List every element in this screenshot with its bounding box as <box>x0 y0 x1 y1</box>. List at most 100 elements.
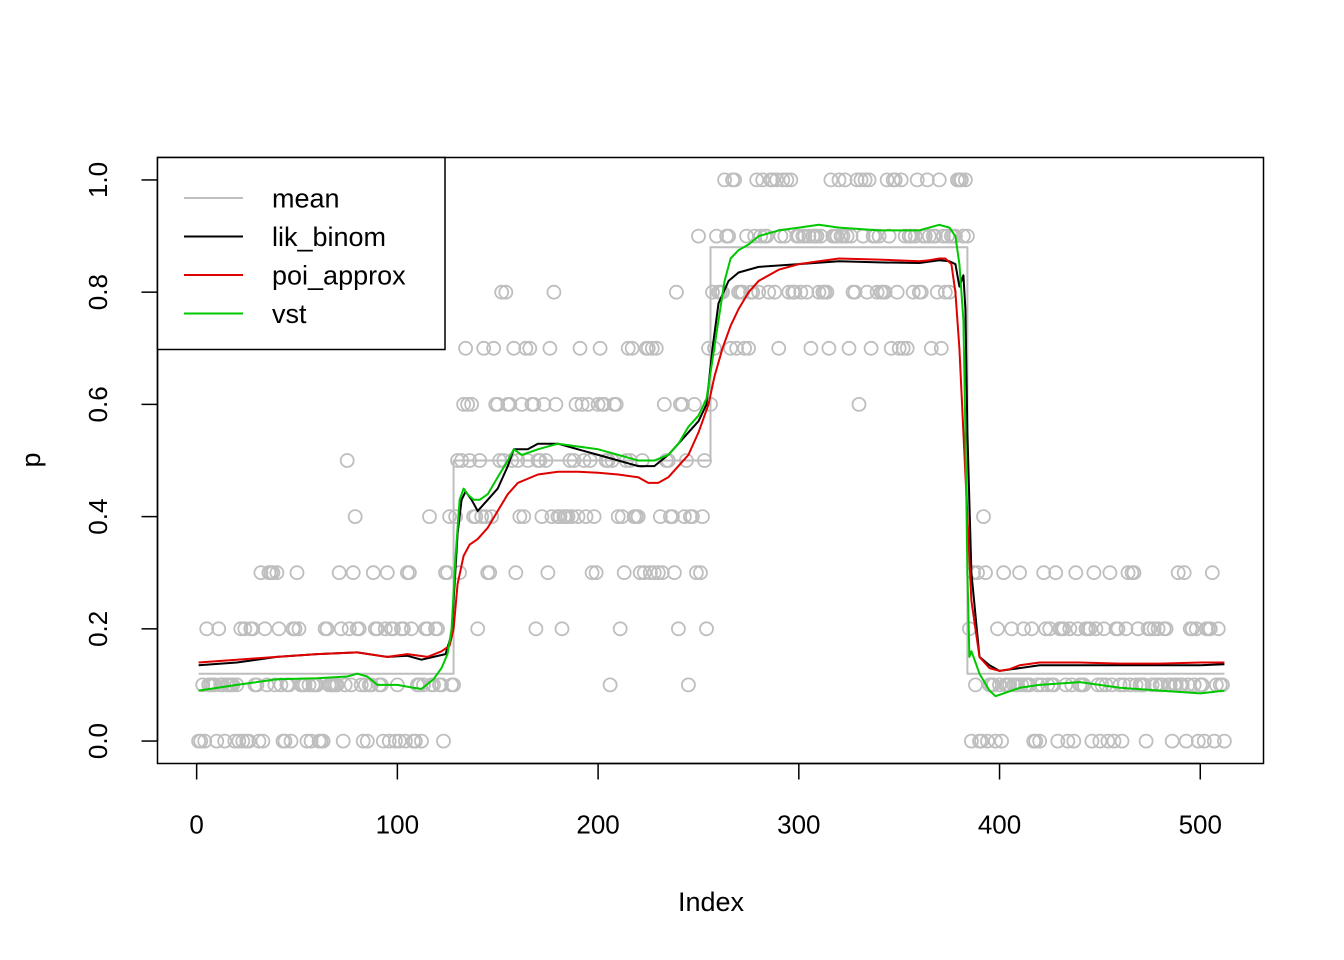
scatter-point <box>442 509 458 524</box>
scatter-point <box>351 621 367 637</box>
series-line-poi-approx <box>198 257 1225 672</box>
scatter-point <box>753 228 769 244</box>
scatter-point <box>1206 733 1222 749</box>
scatter-point <box>470 621 486 637</box>
scatter-point <box>1068 565 1084 581</box>
scatter-point <box>958 172 973 188</box>
scatter-point <box>723 340 738 356</box>
scatter-point <box>640 340 656 356</box>
legend-box <box>156 156 446 351</box>
y-tick-label: 0.4 <box>83 499 113 535</box>
scatter-point <box>1114 733 1130 749</box>
x-tick-label: 400 <box>978 810 1021 840</box>
scatter-point <box>913 284 929 300</box>
scatter-point <box>1102 565 1118 581</box>
scatter-point <box>456 396 472 412</box>
scatter-point <box>1116 677 1132 693</box>
scatter-point <box>436 733 451 749</box>
scatter-point <box>721 228 736 244</box>
scatter-point <box>227 733 243 749</box>
scatter-point <box>612 621 628 637</box>
scatter-point <box>1130 621 1146 637</box>
scatter-point <box>994 733 1009 749</box>
scatter-point <box>1028 733 1044 749</box>
scatter-point <box>729 340 744 356</box>
scatter-point <box>343 677 359 693</box>
scatter-point <box>512 509 528 524</box>
scatter-point <box>681 677 696 693</box>
scatter-point <box>699 621 714 637</box>
scatter-point <box>1184 621 1200 637</box>
scatter-point <box>616 565 632 581</box>
scatter-point <box>265 565 281 581</box>
scatter-point <box>542 340 558 356</box>
x-tick-label: 200 <box>576 810 619 840</box>
scatter-point <box>632 565 648 581</box>
scatter-point <box>536 396 552 412</box>
scatter-point <box>385 621 401 637</box>
scatter-point <box>933 340 949 356</box>
scatter-point <box>217 733 233 749</box>
scatter-point <box>857 172 873 188</box>
axes: 0 100 200 300 400 500 0.0 0.2 0.4 0.6 0.8 1.0 <box>83 162 1222 840</box>
scatter-point <box>1064 677 1080 693</box>
scatter-point <box>739 228 754 244</box>
y-axis-title: p <box>16 452 46 467</box>
scatter-point <box>775 172 791 188</box>
scatter-point <box>988 733 1003 749</box>
scatter-point <box>669 284 684 300</box>
scatter-point <box>869 284 885 300</box>
scatter-point <box>1100 733 1116 749</box>
scatter-point <box>642 565 658 581</box>
scatter-point <box>849 172 865 188</box>
scatter-point <box>755 172 771 188</box>
legend-label-mean: mean <box>272 184 340 214</box>
scatter-point <box>829 228 845 244</box>
scatter-point <box>401 565 417 581</box>
scatter-point <box>391 733 407 749</box>
scatter-point <box>767 284 783 300</box>
scatter-point <box>1148 677 1164 693</box>
scatter-point <box>1082 621 1098 637</box>
scatter-point <box>548 396 564 412</box>
scatter-point <box>464 396 480 412</box>
scatter-point <box>259 677 275 693</box>
scatter-point <box>570 509 586 524</box>
scatter-point <box>498 284 514 300</box>
y-tick-label: 0.0 <box>83 723 113 759</box>
scatter-point <box>211 621 227 637</box>
scatter-point <box>458 340 474 356</box>
scatter-point <box>887 172 903 188</box>
scatter-point <box>968 677 983 693</box>
scatter-point <box>460 396 476 412</box>
scatter-point <box>811 284 827 300</box>
scatter-point <box>1178 733 1194 749</box>
scatter-point <box>1176 565 1192 581</box>
scatter-point <box>992 677 1007 693</box>
scatter-point <box>1016 621 1031 637</box>
scatter-point <box>749 172 765 188</box>
scatter-point <box>197 733 213 749</box>
scatter-point <box>474 509 490 524</box>
scatter-point <box>1032 733 1048 749</box>
scatter-point <box>508 565 524 581</box>
scatter-point <box>552 509 568 524</box>
scatter-point <box>831 172 847 188</box>
scatter-point <box>1194 677 1210 693</box>
scatter-point <box>1038 621 1054 637</box>
scatter-point <box>1084 733 1100 749</box>
scatter-point <box>283 733 299 749</box>
scatter-point <box>287 621 303 637</box>
scatter-point <box>976 509 991 524</box>
scatter-point <box>954 172 969 188</box>
scatter-point <box>574 396 590 412</box>
scatter-point <box>819 284 835 300</box>
scatter-point <box>923 340 939 356</box>
scatter-point <box>269 565 285 581</box>
scatter-point <box>1024 621 1040 637</box>
y-tick-label: 1.0 <box>83 162 113 198</box>
scatter-point <box>359 733 375 749</box>
series-lines <box>198 223 1225 698</box>
scatter-point <box>568 396 584 412</box>
